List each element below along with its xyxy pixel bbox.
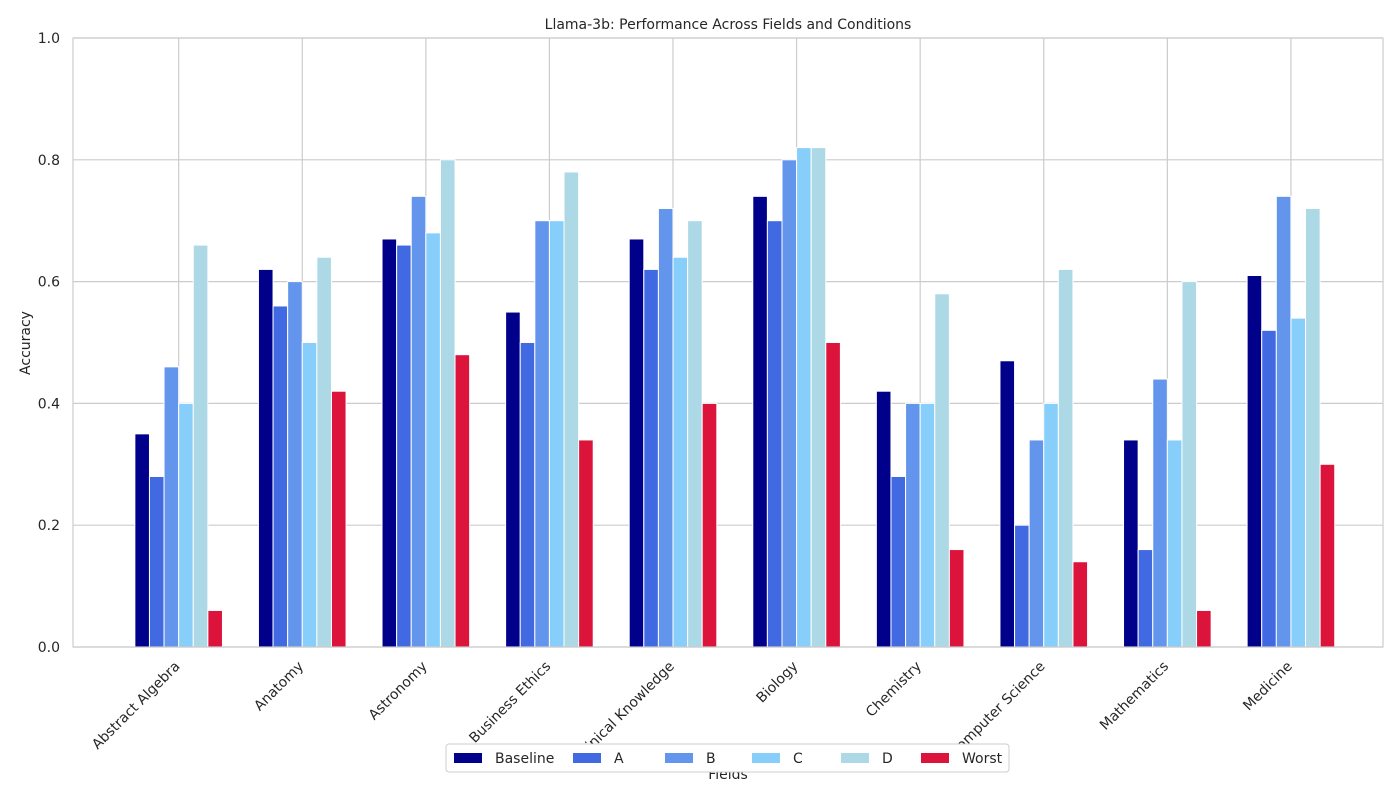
bar	[1181, 281, 1198, 648]
bar	[948, 549, 965, 648]
x-tick-label: Anatomy	[251, 659, 307, 715]
legend: Baseline A B C D Worst	[445, 743, 1010, 773]
bar	[890, 475, 907, 648]
bars-layer	[134, 147, 1336, 648]
x-tick-label: Mathematics	[1097, 659, 1172, 734]
bar	[643, 268, 659, 648]
chart-title: Llama-3b: Performance Across Fields and …	[545, 17, 912, 33]
bar	[272, 305, 289, 648]
legend-swatch	[841, 753, 869, 763]
bar	[999, 360, 1016, 648]
bar	[207, 609, 223, 648]
bar	[1123, 439, 1139, 648]
bar	[548, 220, 565, 648]
bar	[563, 171, 580, 648]
x-tick-label: Abstract Algebra	[89, 659, 183, 753]
bar	[134, 433, 150, 648]
bar	[519, 342, 536, 648]
y-tick-label: 1.0	[38, 31, 60, 47]
bar	[1014, 524, 1030, 648]
legend-label: B	[706, 751, 716, 767]
bar	[781, 159, 798, 648]
bar	[1290, 317, 1307, 648]
y-tick-label: 0.2	[38, 518, 60, 534]
bar	[1028, 439, 1045, 648]
bar	[1196, 609, 1212, 648]
legend-label: A	[614, 751, 624, 767]
y-tick-labels: 0.0 0.2 0.4 0.6 0.8 1.0	[38, 31, 60, 656]
bar	[1057, 268, 1074, 648]
y-tick-label: 0.8	[38, 153, 60, 169]
bar	[752, 195, 768, 648]
legend-swatch	[665, 753, 693, 763]
plot-frame	[72, 37, 1384, 648]
bar	[701, 402, 718, 648]
bar	[301, 342, 318, 648]
y-tick-label: 0.0	[38, 640, 60, 656]
bar	[1072, 561, 1089, 648]
bar	[810, 147, 827, 648]
bar	[1137, 549, 1154, 648]
x-tick-label: Astronomy	[366, 659, 431, 724]
bar	[1152, 378, 1168, 648]
y-tick-label: 0.4	[38, 396, 60, 412]
bar	[505, 311, 521, 648]
x-tick-label: Medicine	[1240, 659, 1296, 715]
bar	[825, 342, 841, 648]
bar	[316, 256, 332, 648]
bar	[148, 475, 165, 648]
bar	[178, 402, 194, 648]
bar	[1166, 439, 1183, 648]
legend-label: Worst	[962, 751, 1003, 767]
bar	[330, 390, 347, 648]
bar	[657, 208, 674, 648]
bar	[1319, 463, 1336, 648]
bar	[578, 439, 594, 648]
bar	[905, 402, 921, 648]
bar	[766, 220, 783, 648]
bar	[934, 293, 950, 648]
bar	[410, 195, 427, 648]
bar	[1275, 195, 1292, 648]
y-axis-label: Accuracy	[18, 311, 34, 375]
bar	[425, 232, 441, 648]
bar	[381, 238, 398, 648]
bar	[257, 268, 274, 648]
bar	[287, 281, 303, 648]
bar	[454, 354, 471, 648]
legend-items: Baseline A B C D Worst	[454, 751, 1003, 767]
bar	[796, 147, 812, 648]
legend-box	[445, 743, 1010, 773]
bar	[396, 244, 412, 648]
x-tick-label: Biology	[754, 659, 802, 707]
bar	[1305, 208, 1321, 648]
bar	[1246, 275, 1263, 648]
x-tick-label: Business Ethics	[466, 659, 554, 747]
bar	[875, 390, 892, 648]
bar	[919, 402, 936, 648]
bar	[534, 220, 550, 648]
legend-label: D	[882, 751, 893, 767]
bar	[1261, 329, 1277, 648]
legend-swatch	[454, 753, 482, 763]
bar	[439, 159, 456, 648]
bar	[687, 220, 703, 648]
legend-swatch	[752, 753, 780, 763]
bar	[672, 256, 689, 648]
legend-swatch	[921, 753, 949, 763]
bar	[163, 366, 180, 648]
legend-swatch	[573, 753, 601, 763]
bar	[1043, 402, 1059, 648]
legend-label: Baseline	[495, 751, 554, 767]
bar	[628, 238, 645, 648]
legend-label: C	[793, 751, 803, 767]
bar	[192, 244, 209, 648]
x-tick-label: Chemistry	[863, 659, 925, 721]
y-tick-label: 0.6	[38, 275, 60, 291]
